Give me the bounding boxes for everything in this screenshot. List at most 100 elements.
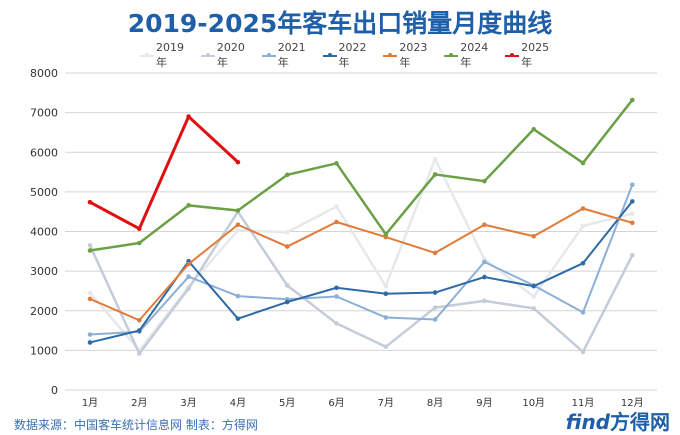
data-point [87,199,93,205]
y-tick-label: 0 [51,384,58,397]
data-point [383,291,389,297]
data-point [531,294,536,299]
legend-item: 2023年 [383,41,438,70]
data-point [580,260,586,266]
data-point [87,243,93,248]
data-point [137,226,142,232]
data-point [87,248,93,253]
data-point [334,161,339,166]
chart-title: 2019-2025年客车出口销量月度曲线 [127,9,553,38]
legend-swatch [200,53,215,57]
data-point [630,252,635,258]
legend-swatch [444,53,459,57]
data-point [630,199,635,204]
data-point [482,259,487,265]
data-point [186,261,191,267]
data-point [432,317,438,322]
data-point [334,285,339,291]
data-point [235,208,241,213]
y-tick-label: 8000 [30,67,58,80]
data-point [87,296,93,302]
legend-item: 2021年 [261,41,317,70]
data-point [630,211,635,216]
data-point [284,244,290,249]
data-point [235,293,241,299]
y-tick-label: 6000 [30,146,58,159]
data-point [137,328,142,333]
legend-label: 2021年 [277,41,306,69]
data-point [186,114,191,119]
y-tick-label: 5000 [30,186,58,199]
x-tick-label: 11月 [572,397,595,409]
x-tick-label: 12月 [621,397,644,409]
x-tick-label: 7月 [378,397,394,409]
data-point [580,160,586,166]
legend-swatch [322,53,337,57]
data-point [334,204,339,209]
series-line-2019 [89,157,633,352]
data-point [87,290,93,296]
x-tick-label: 1月 [82,397,98,409]
data-point [186,286,191,291]
data-point [630,97,635,103]
data-point [432,156,438,162]
data-point [432,290,438,295]
data-point [482,298,487,304]
legend: 2019年 2020年 2021年 2022年 2023年 2024年 2025年 [140,41,560,70]
series-line-2023 [89,207,633,322]
data-point [186,203,191,208]
legend-label: 2023年 [399,41,428,69]
data-point [284,283,290,288]
data-point [235,316,241,321]
legend-item: 2019年 [140,41,195,70]
legend-item: 2020年 [200,41,256,70]
x-tick-label: 5月 [279,397,295,409]
y-tick-label: 7000 [30,107,58,120]
data-point [531,306,536,311]
data-point [432,305,438,310]
data-point [482,222,487,228]
data-point [284,172,290,178]
data-point [531,283,536,289]
data-point [383,344,389,350]
y-tick-label: 3000 [30,265,58,278]
data-point [235,159,241,165]
data-point [235,228,241,233]
data-point [482,178,487,184]
data-point [87,332,93,337]
x-tick-label: 8月 [427,397,443,409]
legend-label: 2022年 [338,41,367,69]
data-point [383,315,389,320]
x-tick-label: 6月 [328,397,344,409]
legend-label: 2024年 [460,41,489,69]
data-point [531,233,536,239]
series-line-2020 [88,210,634,355]
data-point [432,250,438,256]
data-point [284,229,290,235]
data-point [334,294,339,299]
data-point [87,340,93,345]
legend-swatch [383,53,398,57]
data-point [186,274,191,279]
data-point [334,321,339,326]
data-point [580,223,586,229]
y-tick-label: 1000 [30,344,58,357]
data-point [137,351,142,356]
data-point [531,126,536,132]
legend-swatch [261,53,276,57]
legend-swatch [505,53,520,57]
data-point [383,231,389,237]
series-line-2021 [89,184,634,336]
x-tick-label: 10月 [522,397,545,409]
data-point [482,274,487,280]
series-line-2024 [89,99,634,252]
legend-swatch [140,53,154,57]
legend-item: 2024年 [444,41,499,70]
data-source-note: 数据来源：中国客车统计信息网 制表：方得网 [14,418,258,432]
x-tick-label: 3月 [180,397,196,409]
data-point [630,220,635,226]
data-point [630,182,635,188]
x-tick-label: 9月 [476,397,492,409]
logo: find方得网 [565,410,670,434]
